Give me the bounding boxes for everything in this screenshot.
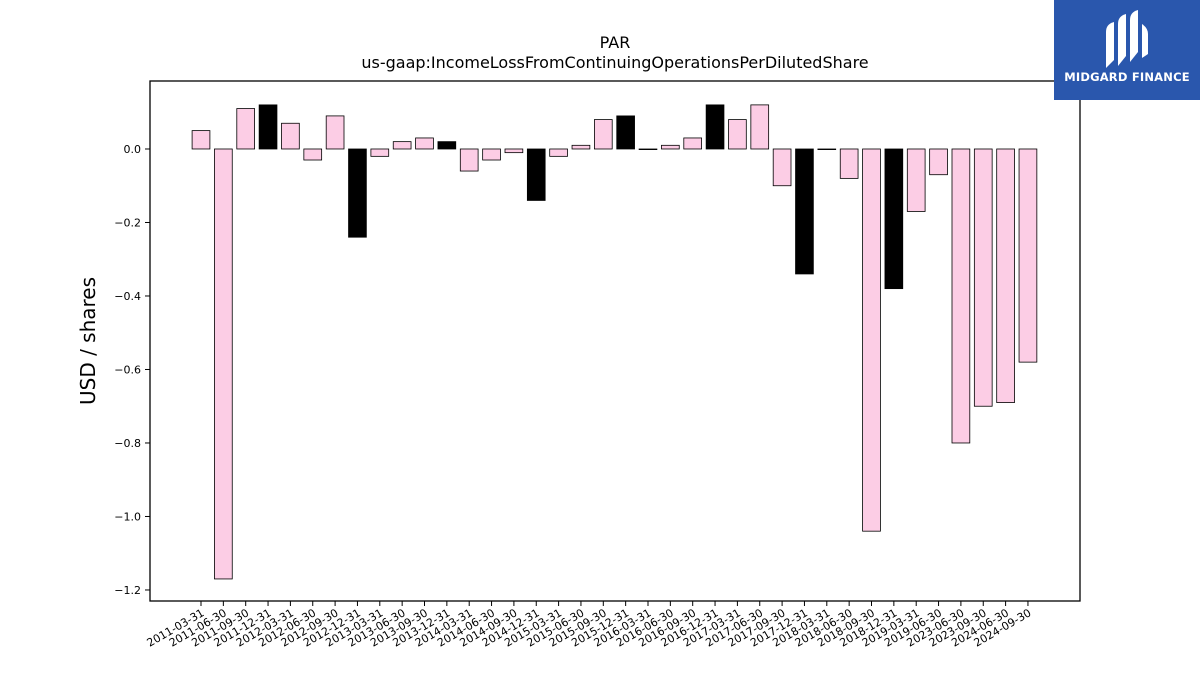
bar-2012-03-31: [281, 122, 300, 150]
y-axis-label: USD / shares: [76, 277, 100, 405]
bar-2018-12-31: [884, 148, 904, 290]
bar-2013-12-31: [437, 141, 457, 150]
bar-2011-09-30: [236, 108, 256, 150]
bar-2016-09-30: [683, 137, 702, 150]
bar-2018-03-31: [817, 148, 837, 150]
y-tick-label: −0.4: [114, 290, 141, 303]
bar-2024-09-30: [1018, 148, 1038, 363]
bar-2017-12-31: [795, 148, 814, 275]
bar-2017-06-30: [750, 104, 770, 150]
bar-2014-03-31: [459, 148, 479, 172]
bar-2014-09-30: [504, 148, 524, 154]
brand-logo: MIDGARD FINANCE: [1054, 0, 1200, 100]
bar-2013-06-30: [392, 141, 412, 150]
bar-2011-12-31: [258, 104, 278, 150]
bar-2017-03-31: [728, 119, 747, 150]
y-axis: −1.2 −1.0 −0.8 −0.6 −0.4 −0.2 0.0: [114, 143, 150, 597]
y-tick-label: −0.8: [114, 437, 141, 450]
bar-2019-06-30: [929, 148, 948, 176]
bar-2011-03-31: [191, 130, 211, 150]
midgard-logo-icon: [1106, 10, 1148, 68]
bar-2012-09-30: [325, 115, 345, 150]
y-tick-label: −1.0: [114, 510, 141, 523]
chart-title: PAR: [600, 33, 631, 52]
bar-2018-06-30: [839, 148, 859, 179]
bar-2023-09-30: [973, 148, 993, 407]
bar-2012-06-30: [303, 148, 323, 161]
chart-subtitle: us-gaap:IncomeLossFromContinuingOperatio…: [361, 53, 868, 72]
y-tick-label: 0.0: [124, 143, 142, 156]
bar-2016-12-31: [705, 104, 725, 150]
bar-2017-09-30: [772, 148, 792, 187]
y-tick-label: −0.2: [114, 216, 141, 229]
bar-2024-06-30: [996, 148, 1015, 403]
bar-2013-03-31: [370, 148, 390, 157]
bar-2012-12-31: [348, 148, 367, 238]
bar-2015-09-30: [594, 119, 613, 150]
bar-2011-06-30: [214, 148, 233, 580]
y-tick-label: −1.2: [114, 584, 141, 597]
bar-2014-06-30: [482, 148, 501, 161]
bar-2016-06-30: [661, 144, 680, 150]
bar-2016-03-31: [638, 148, 658, 150]
bar-2018-09-30: [862, 148, 881, 532]
bar-2014-12-31: [526, 148, 546, 201]
bar-2015-03-31: [549, 148, 568, 157]
bar-2013-09-30: [415, 137, 434, 150]
bar-2015-12-31: [616, 115, 635, 150]
bar-2023-06-30: [951, 148, 971, 444]
x-axis: 2011-03-312011-06-302011-09-302011-12-31…: [145, 601, 1033, 650]
bar-2015-06-30: [571, 144, 591, 150]
bar-2019-03-31: [906, 148, 926, 212]
plot-frame: [149, 80, 1081, 602]
bars-group: [191, 104, 1038, 580]
brand-name: MIDGARD FINANCE: [1064, 70, 1190, 84]
y-tick-label: −0.6: [114, 363, 141, 376]
